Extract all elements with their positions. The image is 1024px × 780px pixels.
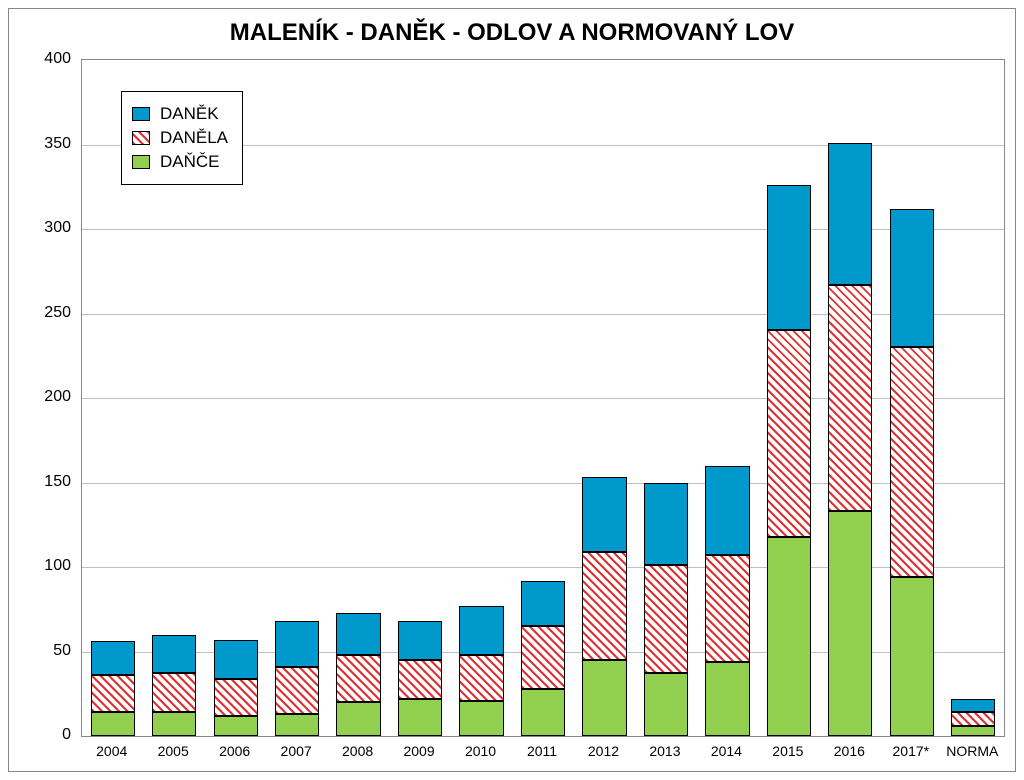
- x-tick-label: 2007: [281, 743, 312, 759]
- x-tick-label: 2011: [527, 743, 557, 759]
- y-tick-label: 100: [11, 557, 71, 575]
- bar-segment: [459, 655, 503, 701]
- bar-segment: [398, 699, 442, 736]
- bar-segment: [582, 477, 626, 551]
- y-tick-label: 150: [11, 473, 71, 491]
- legend-row: DAŇČE: [132, 152, 228, 172]
- bar-segment: [336, 702, 380, 736]
- y-tick-label: 400: [11, 50, 71, 68]
- bar-segment: [336, 655, 380, 702]
- x-tick-label: 2009: [403, 743, 434, 759]
- x-tick-label: 2004: [96, 743, 127, 759]
- bar-segment: [152, 635, 196, 674]
- legend-row: DANĚLA: [132, 128, 228, 148]
- legend-row: DANĚK: [132, 104, 228, 124]
- x-tick-label: 2017*: [893, 743, 930, 759]
- bar-segment: [890, 209, 934, 348]
- bar-segment: [705, 466, 749, 556]
- bar-segment: [890, 347, 934, 577]
- bar-segment: [336, 613, 380, 655]
- x-tick-label: 2010: [465, 743, 496, 759]
- x-tick-label: 2008: [342, 743, 373, 759]
- bar-segment: [951, 699, 995, 713]
- x-tick-label: 2015: [772, 743, 803, 759]
- bar-segment: [644, 673, 688, 736]
- bar-segment: [521, 689, 565, 736]
- bar-segment: [91, 641, 135, 675]
- bar-segment: [91, 712, 135, 736]
- bar-segment: [890, 577, 934, 736]
- x-tick-label: 2014: [711, 743, 742, 759]
- bar-segment: [767, 537, 811, 736]
- bar-segment: [459, 606, 503, 655]
- bar-segment: [214, 679, 258, 716]
- bar-segment: [705, 662, 749, 736]
- legend-label: DANĚK: [160, 104, 219, 124]
- bar-segment: [828, 511, 872, 736]
- bar-segment: [275, 621, 319, 667]
- bar-segment: [152, 712, 196, 736]
- bar-segment: [582, 552, 626, 660]
- bar-segment: [214, 716, 258, 736]
- legend-label: DANĚLA: [160, 128, 228, 148]
- x-tick-label: NORMA: [946, 743, 998, 759]
- y-tick-label: 250: [11, 304, 71, 322]
- legend-swatch: [132, 107, 150, 121]
- x-tick-label: 2016: [834, 743, 865, 759]
- bar-segment: [214, 640, 258, 679]
- bar-segment: [275, 714, 319, 736]
- chart-frame: MALENÍK - DANĚK - ODLOV A NORMOVANÝ LOV …: [8, 8, 1016, 772]
- bar-segment: [767, 185, 811, 330]
- bar-segment: [521, 626, 565, 689]
- bar-segment: [91, 675, 135, 712]
- bar-segment: [767, 330, 811, 536]
- legend-label: DAŇČE: [160, 152, 220, 172]
- legend-swatch: [132, 131, 150, 145]
- bar-segment: [644, 483, 688, 566]
- bar-segment: [398, 660, 442, 699]
- bar-segment: [459, 701, 503, 736]
- bar-segment: [582, 660, 626, 736]
- chart-title: MALENÍK - DANĚK - ODLOV A NORMOVANÝ LOV: [9, 19, 1015, 47]
- legend-swatch: [132, 155, 150, 169]
- y-tick-label: 350: [11, 135, 71, 153]
- y-tick-label: 0: [11, 726, 71, 744]
- bar-segment: [951, 726, 995, 736]
- bar-segment: [521, 581, 565, 627]
- x-tick-label: 2006: [219, 743, 250, 759]
- bar-segment: [705, 555, 749, 661]
- x-tick-label: 2013: [649, 743, 680, 759]
- legend: DANĚK DANĚLA DAŇČE: [121, 91, 243, 185]
- bar-segment: [152, 673, 196, 712]
- bar-segment: [398, 621, 442, 660]
- y-tick-label: 300: [11, 219, 71, 237]
- bar-segment: [828, 285, 872, 511]
- bar-segment: [644, 565, 688, 673]
- bar-segment: [275, 667, 319, 714]
- x-tick-label: 2005: [158, 743, 189, 759]
- y-tick-label: 200: [11, 388, 71, 406]
- bar-segment: [951, 712, 995, 726]
- bar-segment: [828, 143, 872, 285]
- y-tick-label: 50: [11, 642, 71, 660]
- x-tick-label: 2012: [588, 743, 619, 759]
